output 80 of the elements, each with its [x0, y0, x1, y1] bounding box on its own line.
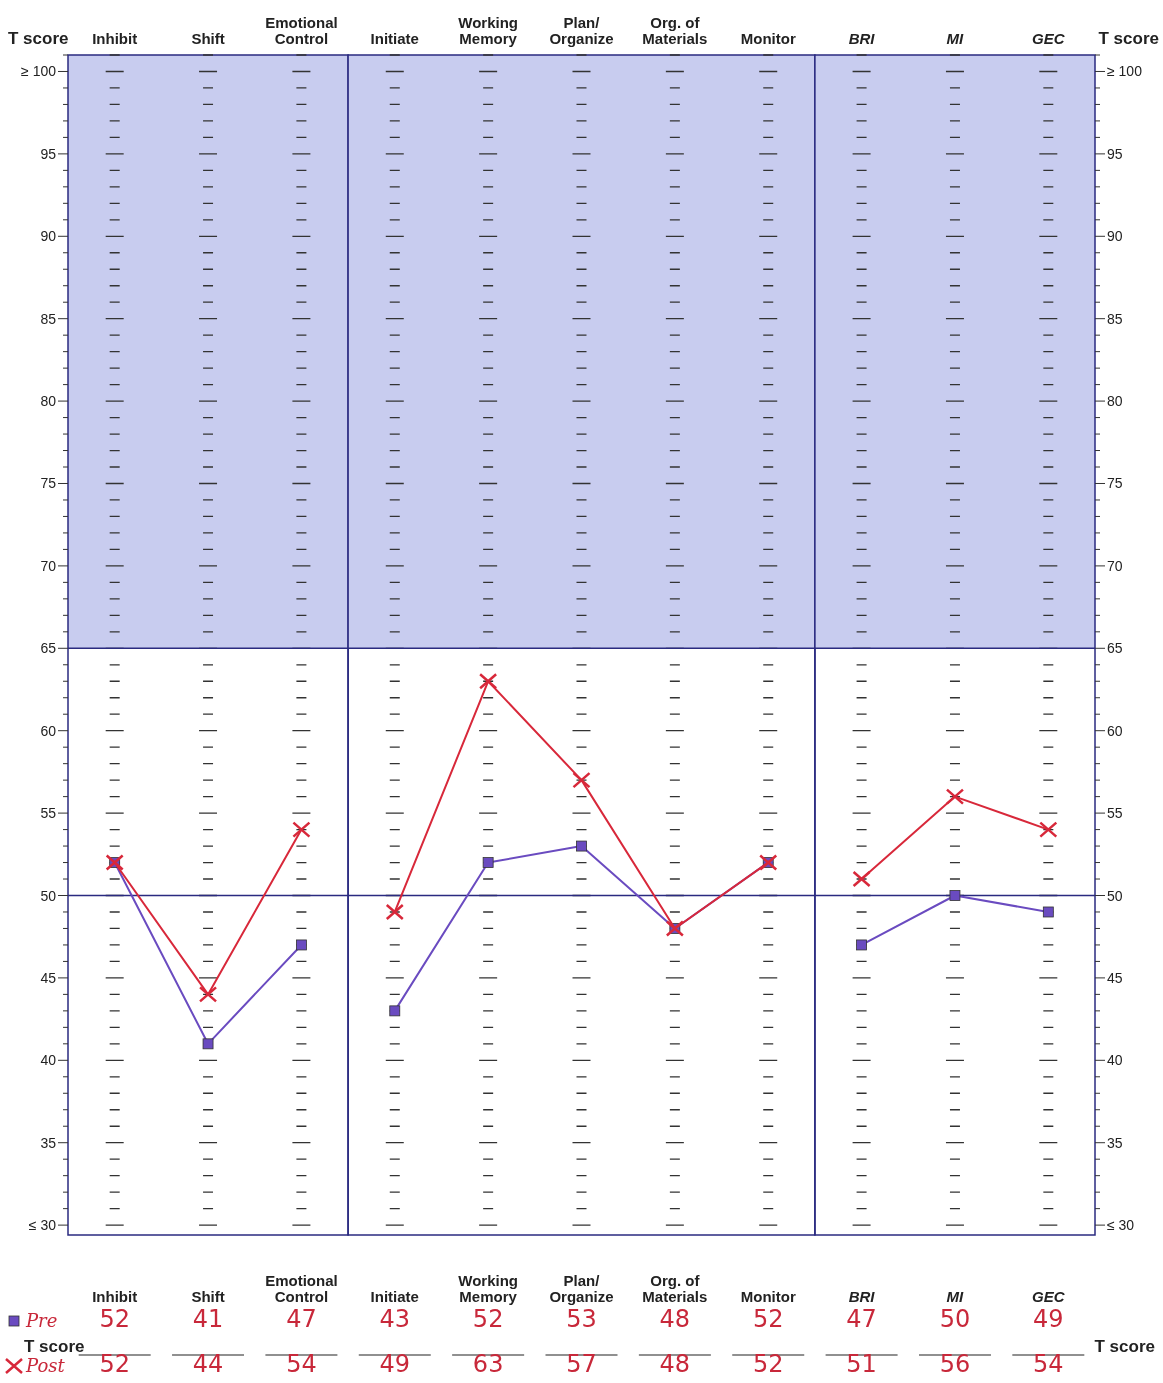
category-label: BRI: [848, 1288, 875, 1305]
data-label: 44: [192, 1350, 224, 1378]
data-label: 49: [1033, 1305, 1064, 1333]
y-tick-label: 65: [40, 640, 57, 657]
data-label: 54: [286, 1350, 317, 1378]
x-tick-label: MI: [946, 30, 965, 47]
x-tick-label: Emotional Control: [265, 13, 338, 47]
text: T score: [1094, 1337, 1155, 1356]
data-label: 52: [752, 1305, 784, 1333]
category-label: MI: [946, 1288, 964, 1305]
x-tick-label: Monitor: [740, 30, 796, 47]
y2-tick-label: 95: [1107, 145, 1123, 162]
y-tick-label: ≤ 30: [28, 1217, 57, 1234]
data-label: 53: [566, 1305, 597, 1333]
data-label: 51: [846, 1350, 877, 1378]
data-label: 47: [846, 1305, 877, 1333]
y2-tick-label: 55: [1107, 805, 1123, 822]
x-tick-label: GEC: [1032, 30, 1066, 47]
category-label: Initiate: [370, 1288, 419, 1305]
category-label: Emotional Control: [265, 1271, 338, 1305]
x-tick-label: Shift: [191, 30, 225, 47]
y-tick-label: 70: [40, 557, 57, 574]
x-tick-label: Working Memory: [458, 13, 518, 47]
category-label: Monitor: [740, 1288, 796, 1305]
data-label: 52: [99, 1350, 130, 1378]
y2-tick-label: ≤ 30: [1107, 1217, 1135, 1234]
y-tick-label: 80: [40, 393, 57, 410]
category-label: Shift: [191, 1288, 225, 1305]
text: T score: [24, 1337, 85, 1356]
y-tick-label: 60: [40, 722, 57, 739]
category-label: Working Memory: [458, 1271, 518, 1305]
data-label: 47: [286, 1305, 317, 1333]
y2-tick-label: 60: [1107, 722, 1123, 739]
y2-axis-title: T score: [1098, 29, 1159, 48]
category-label: Inhibit: [92, 1288, 138, 1305]
data-label: 43: [379, 1305, 411, 1333]
category-label: Org. of Materials: [642, 1271, 708, 1305]
y2-tick-label: 45: [1107, 969, 1123, 986]
y2-tick-label: 40: [1107, 1052, 1123, 1069]
y2-tick-label: 70: [1107, 557, 1123, 574]
y-tick-label: 75: [40, 475, 57, 492]
y2-tick-label: 65: [1107, 640, 1123, 657]
data-label: 56: [939, 1350, 971, 1378]
y2-tick-label: 90: [1107, 228, 1123, 245]
data-label: 54: [1033, 1350, 1064, 1378]
y-axis-title: T score: [8, 29, 69, 48]
y-tick-label: ≥ 100: [21, 63, 57, 80]
data-label: 52: [472, 1305, 504, 1333]
x-tick-label: Inhibit: [92, 30, 138, 47]
x-tick-label: Initiate: [370, 30, 419, 47]
y2-tick-label: 35: [1107, 1134, 1123, 1151]
y2-tick-label: 75: [1107, 475, 1123, 492]
y-tick-label: 55: [40, 805, 57, 822]
legend-label: Pre: [25, 1310, 58, 1331]
y2-tick-label: ≥ 100: [1107, 63, 1143, 80]
y2-tick-label: 80: [1107, 393, 1123, 410]
x-tick-label: Plan/ Organize: [549, 13, 614, 47]
data-label: 41: [192, 1305, 224, 1333]
y-tick-label: 90: [40, 228, 57, 245]
y-tick-label: 85: [40, 310, 57, 327]
data-label: 48: [659, 1350, 691, 1378]
x-tick-label: Org. of Materials: [642, 13, 708, 47]
y-tick-label: 35: [40, 1134, 57, 1151]
y2-tick-label: 85: [1107, 310, 1123, 327]
data-label: 48: [659, 1305, 691, 1333]
y-tick-label: 50: [40, 887, 57, 904]
data-label: 57: [566, 1350, 597, 1378]
y-tick-label: 95: [40, 145, 57, 162]
data-label: 52: [752, 1350, 784, 1378]
x-tick-label: BRI: [848, 30, 876, 47]
legend-label: Post: [25, 1355, 66, 1376]
category-label: Plan/ Organize: [549, 1271, 614, 1305]
data-label: 49: [379, 1350, 411, 1378]
y2-tick-label: 50: [1107, 887, 1123, 904]
data-label: 50: [939, 1305, 971, 1333]
y-tick-label: 45: [40, 969, 57, 986]
y-tick-label: 40: [40, 1052, 57, 1069]
category-label: GEC: [1032, 1288, 1065, 1305]
data-label: 63: [472, 1350, 504, 1378]
data-label: 52: [99, 1305, 130, 1333]
